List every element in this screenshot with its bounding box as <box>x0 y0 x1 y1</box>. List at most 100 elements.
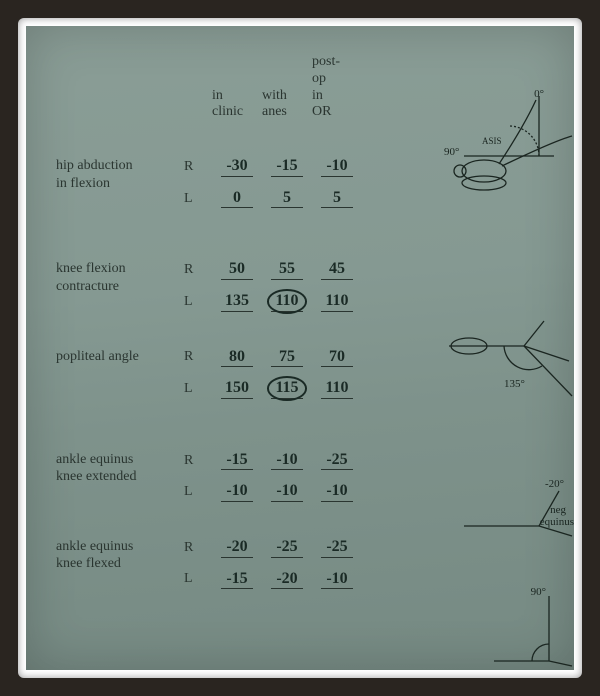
handwritten-value: 5 <box>321 189 353 209</box>
value-cell: -25 <box>262 532 312 564</box>
handwritten-value: -15 <box>271 157 303 177</box>
diagram2-angle: 135° <box>504 378 525 390</box>
diagram-hip-abduction: 0° 90° ASIS <box>444 86 574 216</box>
handwritten-value: 150 <box>221 379 253 399</box>
side-label: R <box>182 254 212 286</box>
side-label: L <box>182 183 212 215</box>
value-cell: 110 <box>262 286 312 318</box>
handwritten-value: -15 <box>221 451 253 471</box>
side-label: R <box>182 151 212 183</box>
table-row: ankle equinus knee flexedR-20-25-25 <box>54 532 362 564</box>
handwritten-value: 70 <box>321 348 353 368</box>
diagram3-equinus: equinus <box>540 516 574 528</box>
side-label: R <box>182 445 212 477</box>
value-cell: 150 <box>212 373 262 405</box>
handwritten-value: -10 <box>321 570 353 590</box>
value-cell: 45 <box>312 254 362 286</box>
value-cell: -10 <box>262 445 312 477</box>
handwritten-value: -10 <box>271 451 303 471</box>
measurement-label: knee flexion contracture <box>54 254 182 317</box>
diagram-ankle-extended: -20° neg equinus <box>454 476 574 546</box>
measurement-label: popliteal angle <box>54 342 182 405</box>
diagram-ankle-flexed: 90° <box>454 581 574 670</box>
diagram4-ninety: 90° <box>531 586 546 598</box>
header-row: in clinic with anes post- op in OR <box>54 54 362 127</box>
value-cell: -25 <box>312 445 362 477</box>
value-cell: 110 <box>312 373 362 405</box>
diagram-knee-popliteal: 135° <box>444 316 574 426</box>
handwritten-value: 5 <box>271 189 303 209</box>
measurement-table: in clinic with anes post- op in OR <box>54 54 362 151</box>
handwritten-value: -30 <box>221 157 253 177</box>
measurement-label: hip abduction in flexion <box>54 151 182 214</box>
paper-sheet: in clinic with anes post- op in OR hip a… <box>26 26 574 670</box>
handwritten-value: -20 <box>221 538 253 558</box>
handwritten-value: 110 <box>271 292 303 312</box>
handwritten-value: 80 <box>221 348 253 368</box>
value-cell: 80 <box>212 342 262 374</box>
value-cell: -10 <box>312 564 362 596</box>
handwritten-value: -25 <box>271 538 303 558</box>
side-label: L <box>182 564 212 596</box>
value-cell: 135 <box>212 286 262 318</box>
handwritten-value: 50 <box>221 260 253 280</box>
value-cell: -10 <box>312 476 362 508</box>
value-cell: -15 <box>212 564 262 596</box>
handwritten-value: -25 <box>321 451 353 471</box>
diagram1-asis: ASIS <box>482 136 502 146</box>
measurement-label: ankle equinus knee extended <box>54 445 182 508</box>
diagram3-neg: neg <box>550 504 566 516</box>
side-label: L <box>182 373 212 405</box>
side-label: L <box>182 286 212 318</box>
table-row: popliteal angleR807570 <box>54 342 362 374</box>
value-cell: -20 <box>212 532 262 564</box>
value-cell: 70 <box>312 342 362 374</box>
handwritten-value: -15 <box>221 570 253 590</box>
photo-frame: in clinic with anes post- op in OR hip a… <box>18 18 582 678</box>
value-cell: 5 <box>262 183 312 215</box>
handwritten-value: -10 <box>321 482 353 502</box>
handwritten-value: 75 <box>271 348 303 368</box>
handwritten-value: -10 <box>271 482 303 502</box>
handwritten-value: -25 <box>321 538 353 558</box>
handwritten-value: 55 <box>271 260 303 280</box>
value-cell: -10 <box>212 476 262 508</box>
table-row: hip abduction in flexionR-30-15-10 <box>54 151 362 183</box>
value-cell: 50 <box>212 254 262 286</box>
value-cell: -10 <box>312 151 362 183</box>
table-row: ankle equinus knee extendedR-15-10-25 <box>54 445 362 477</box>
handwritten-value: -20 <box>271 570 303 590</box>
diagram1-ninety: 90° <box>444 146 459 158</box>
handwritten-value: -10 <box>321 157 353 177</box>
diagram3-neg20: -20° <box>545 478 564 490</box>
side-label: L <box>182 476 212 508</box>
handwritten-value: 45 <box>321 260 353 280</box>
col-header-postop: post- op in OR <box>312 54 362 127</box>
diagram1-zero: 0° <box>534 88 544 100</box>
handwritten-value: 0 <box>221 189 253 209</box>
value-cell: -15 <box>262 151 312 183</box>
value-cell: 75 <box>262 342 312 374</box>
value-cell: 5 <box>312 183 362 215</box>
value-cell: -25 <box>312 532 362 564</box>
handwritten-value: -10 <box>221 482 253 502</box>
handwritten-value: 115 <box>271 379 303 399</box>
value-cell: 0 <box>212 183 262 215</box>
col-header-anes: with anes <box>262 54 312 127</box>
value-cell: -15 <box>212 445 262 477</box>
value-cell: -30 <box>212 151 262 183</box>
value-cell: -20 <box>262 564 312 596</box>
value-cell: -10 <box>262 476 312 508</box>
col-header-clinic: in clinic <box>212 54 262 127</box>
value-cell: 110 <box>312 286 362 318</box>
measurement-rows: hip abduction in flexionR-30-15-10L055kn… <box>54 151 362 619</box>
value-cell: 115 <box>262 373 312 405</box>
side-label: R <box>182 342 212 374</box>
value-cell: 55 <box>262 254 312 286</box>
side-label: R <box>182 532 212 564</box>
handwritten-value: 110 <box>321 379 353 399</box>
table-row: knee flexion contractureR505545 <box>54 254 362 286</box>
measurement-label: ankle equinus knee flexed <box>54 532 182 595</box>
handwritten-value: 110 <box>321 292 353 312</box>
handwritten-value: 135 <box>221 292 253 312</box>
